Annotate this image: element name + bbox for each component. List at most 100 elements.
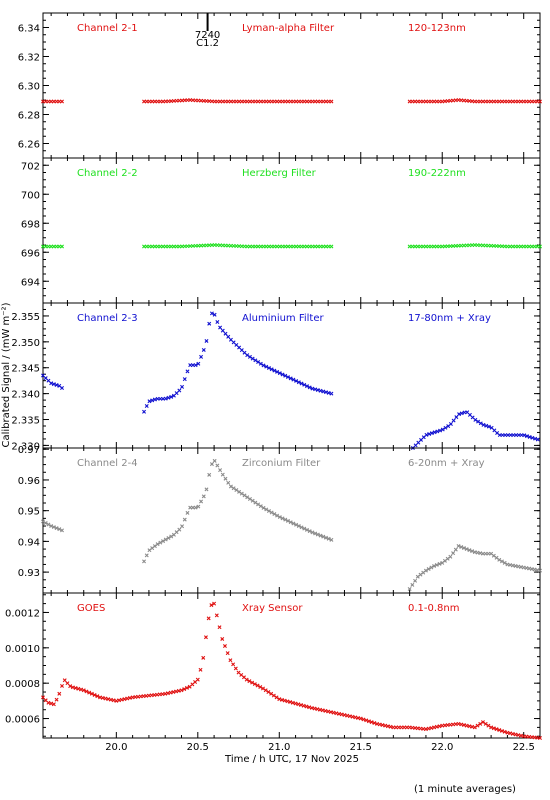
data-point: [152, 397, 157, 402]
data-point: [169, 534, 174, 539]
data-point: [199, 499, 204, 504]
data-point: [220, 636, 225, 641]
data-point: [329, 537, 334, 542]
data-point: [79, 687, 84, 692]
filter-label: Lyman-alpha Filter: [242, 23, 335, 34]
data-point: [480, 720, 485, 725]
data-point: [426, 726, 431, 731]
panel-frame: [42, 12, 541, 159]
panel-2: 694 696 698 700 702 Channel 2-2 Herzberg Filte…: [21, 157, 542, 304]
panel-4: 0.93 0.94 0.95 0.96 0.97 Channel 2-4 Zirconium…: [18, 445, 542, 594]
y-tick-label: 694: [21, 277, 40, 288]
data-point: [345, 713, 350, 718]
data-point: [280, 372, 285, 377]
data-point: [46, 700, 51, 705]
data-point: [106, 697, 111, 702]
y-tick-label: 2.330: [11, 441, 40, 452]
data-point: [318, 707, 323, 712]
data-point: [54, 697, 59, 702]
data-point: [215, 463, 220, 468]
data-point: [209, 311, 214, 316]
channel-label: GOES: [77, 603, 105, 614]
data-point: [212, 312, 217, 317]
data-point: [324, 390, 328, 395]
data-point: [456, 721, 461, 726]
data-point: [182, 687, 187, 692]
data-point: [62, 678, 67, 683]
data-point: [510, 563, 515, 568]
footnote: (1 minute averages): [414, 784, 516, 795]
data-point: [527, 566, 532, 571]
data-point: [169, 394, 174, 399]
data-point: [161, 539, 166, 544]
data-point: [432, 563, 437, 568]
panel-1: 6.26 6.28 6.30 6.32 6.34 Channel 2-1 Lyman-alp…: [18, 12, 542, 159]
data-point: [222, 644, 227, 649]
data-point: [459, 411, 464, 416]
data-point: [199, 354, 204, 359]
data-point: [201, 494, 206, 499]
y-tick-label: 0.0008: [5, 679, 40, 690]
data-point: [89, 691, 94, 696]
data-point: [49, 381, 54, 386]
data-point: [150, 398, 155, 403]
data-point: [304, 527, 309, 532]
data-point: [502, 560, 507, 565]
data-point: [310, 530, 315, 535]
data-point: [383, 723, 388, 728]
data-point: [299, 703, 303, 707]
data-point: [296, 380, 301, 385]
data-point: [454, 415, 459, 420]
data-point: [237, 489, 242, 494]
data-point: [429, 725, 434, 730]
data-point: [321, 534, 326, 539]
data-point: [310, 386, 315, 391]
data-point: [413, 443, 418, 448]
data-point: [508, 562, 513, 567]
data-point: [296, 524, 301, 529]
data-point: [505, 730, 510, 735]
data-point: [388, 724, 393, 729]
data-point: [282, 698, 287, 703]
data-point: [253, 500, 258, 505]
data-point: [195, 677, 200, 682]
data-point: [280, 697, 284, 702]
data-point: [494, 727, 499, 732]
data-point: [529, 567, 534, 572]
y-tick-label: 0.96: [18, 476, 40, 487]
y-tick-label: 0.93: [18, 568, 40, 579]
data-point: [214, 613, 219, 618]
data-point: [201, 347, 206, 352]
y-tick-label: 6.30: [18, 82, 40, 93]
x-tick-label: 20.5: [187, 742, 209, 753]
data-point: [532, 567, 537, 572]
data-point: [261, 363, 266, 368]
data-point: [185, 510, 190, 515]
data-point: [231, 486, 236, 491]
data-point: [294, 378, 299, 383]
data-point: [127, 695, 132, 700]
data-point: [290, 700, 295, 705]
data-point: [244, 677, 249, 682]
data-point: [524, 566, 529, 571]
data-point: [51, 525, 56, 530]
x-tick-label: 21.5: [350, 742, 372, 753]
data-point: [448, 554, 453, 559]
data-point: [223, 331, 228, 336]
data-point: [226, 480, 231, 485]
data-point: [301, 703, 306, 708]
data-point: [245, 353, 250, 358]
data-point: [486, 723, 491, 728]
filter-label: Zirconium Filter: [242, 458, 321, 469]
data-point: [364, 718, 369, 723]
y-tick-label: 6.32: [18, 53, 40, 64]
data-point: [451, 418, 456, 423]
data-point: [331, 710, 336, 715]
data-point: [377, 722, 382, 727]
y-tick-label: 698: [21, 219, 40, 230]
data-point: [432, 430, 437, 435]
data-point: [483, 721, 488, 726]
data-point: [459, 545, 464, 550]
data-point: [516, 564, 521, 569]
data-point: [283, 373, 288, 378]
